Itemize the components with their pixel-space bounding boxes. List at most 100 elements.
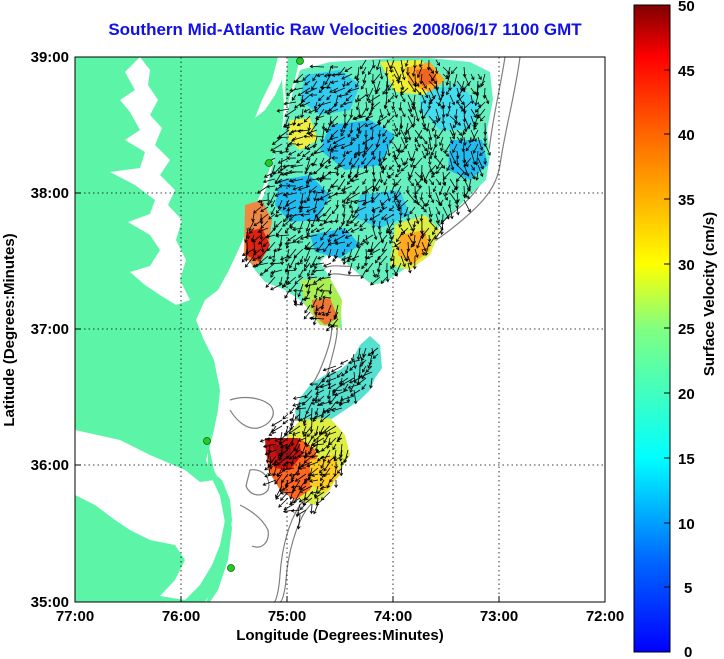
colorbar-tick-label: 50 [678, 0, 695, 15]
velocity-arrow [400, 227, 409, 236]
velocity-arrow [370, 276, 381, 286]
velocity-arrow-head [398, 224, 402, 228]
velocity-arrow [399, 220, 402, 228]
velocity-arrow-head [259, 203, 264, 207]
velocity-arrow [470, 108, 477, 118]
velocity-arrow [473, 143, 479, 154]
velocity-arrow [343, 255, 346, 265]
velocity-arrow-head [310, 264, 314, 269]
velocity-arrow [434, 129, 437, 138]
velocity-arrow [378, 129, 381, 137]
velocity-arrow [304, 389, 313, 399]
velocity-arrow [302, 395, 313, 406]
velocity-arrow-head [317, 277, 322, 281]
velocity-arrow-head [319, 384, 324, 389]
velocity-arrow [375, 80, 381, 93]
velocity-arrow [356, 66, 360, 81]
velocity-arrow [253, 206, 262, 214]
velocity-arrow-head [274, 213, 279, 218]
velocity-arrow-head [344, 122, 349, 127]
velocity-arrow-head [371, 64, 376, 69]
velocity-arrow-head [364, 123, 369, 127]
velocity-arrow-head [309, 133, 314, 138]
velocity-arrow-head [431, 127, 436, 132]
velocity-arrow [332, 443, 337, 450]
velocity-arrow [421, 87, 429, 98]
velocity-arrow-head [338, 380, 343, 385]
velocity-arrow-head [341, 76, 346, 80]
velocity-arrow-head [354, 75, 358, 80]
velocity-arrow-head [266, 202, 271, 207]
velocity-arrow [342, 248, 346, 256]
velocity-arrow [378, 157, 388, 166]
velocity-arrow [304, 241, 311, 249]
velocity-arrow [329, 473, 337, 483]
velocity-arrow [435, 66, 438, 74]
velocity-arrow-head [402, 76, 406, 81]
velocity-arrow [350, 213, 360, 224]
velocity-arrow-head [268, 432, 273, 436]
velocity-arrow-head [258, 241, 262, 245]
velocity-arrow-head [431, 174, 435, 179]
velocity-arrow-head [241, 258, 246, 263]
velocity-arrow [311, 227, 318, 233]
velocity-arrow-head [315, 228, 320, 233]
velocity-arrow-head [289, 264, 293, 269]
velocity-arrow [298, 283, 304, 297]
velocity-arrow [362, 347, 367, 357]
velocity-arrow-head [331, 73, 336, 77]
velocity-arrow [361, 383, 367, 390]
velocity-arrow [381, 199, 388, 206]
velocity-arrow-head [371, 188, 376, 193]
velocity-arrow [449, 129, 455, 139]
velocity-arrow [304, 248, 311, 262]
velocity-arrow [383, 150, 388, 161]
velocity-arrow-head [262, 482, 267, 486]
velocity-arrow-head [318, 97, 322, 102]
velocity-arrow-head [267, 255, 272, 260]
velocity-arrow-head [278, 504, 282, 508]
velocity-arrow-head [301, 103, 305, 107]
velocity-arrow [278, 497, 289, 508]
velocity-arrow [272, 150, 283, 153]
velocity-arrow-head [299, 417, 304, 422]
velocity-arrow [279, 449, 283, 461]
colorbar-tick-label: 25 [678, 321, 695, 338]
velocity-arrow-head [314, 411, 319, 416]
velocity-arrow [295, 413, 301, 419]
velocity-arrow-head [303, 134, 307, 139]
velocity-arrow [386, 59, 393, 73]
velocity-arrow-head [338, 163, 342, 167]
velocity-arrow [416, 178, 423, 186]
velocity-arrow-head [322, 263, 327, 267]
velocity-arrow [311, 473, 319, 477]
velocity-arrow [372, 192, 374, 200]
velocity-arrow-head [316, 73, 321, 78]
velocity-arrow [372, 220, 374, 229]
colorbar-ticks [664, 4, 670, 588]
velocity-arrow-head [365, 268, 370, 273]
velocity-arrow [298, 401, 301, 408]
velocity-arrow [304, 164, 311, 175]
velocity-arrow-head [295, 406, 299, 411]
velocity-arrow [432, 122, 437, 132]
velocity-arrow-head [477, 104, 482, 109]
velocity-arrow [284, 171, 297, 175]
velocity-arrow [369, 213, 381, 221]
velocity-arrow [323, 206, 332, 217]
velocity-arrow-head [313, 197, 317, 202]
velocity-arrow [333, 87, 346, 93]
velocity-arrow-head [270, 429, 274, 433]
velocity-arrow [330, 115, 339, 124]
velocity-arrow-head [442, 127, 447, 132]
velocity-arrow-head [297, 187, 302, 191]
velocity-arrow [321, 443, 331, 452]
velocity-arrow [338, 220, 346, 230]
x-axis-label: Longitude (Degrees:Minutes) [236, 627, 444, 644]
velocity-arrow [296, 157, 304, 163]
velocity-arrow-head [285, 147, 289, 152]
velocity-arrow [365, 262, 374, 272]
velocity-arrow [266, 437, 277, 440]
velocity-arrow-head [325, 312, 330, 317]
velocity-arrow [413, 101, 416, 110]
